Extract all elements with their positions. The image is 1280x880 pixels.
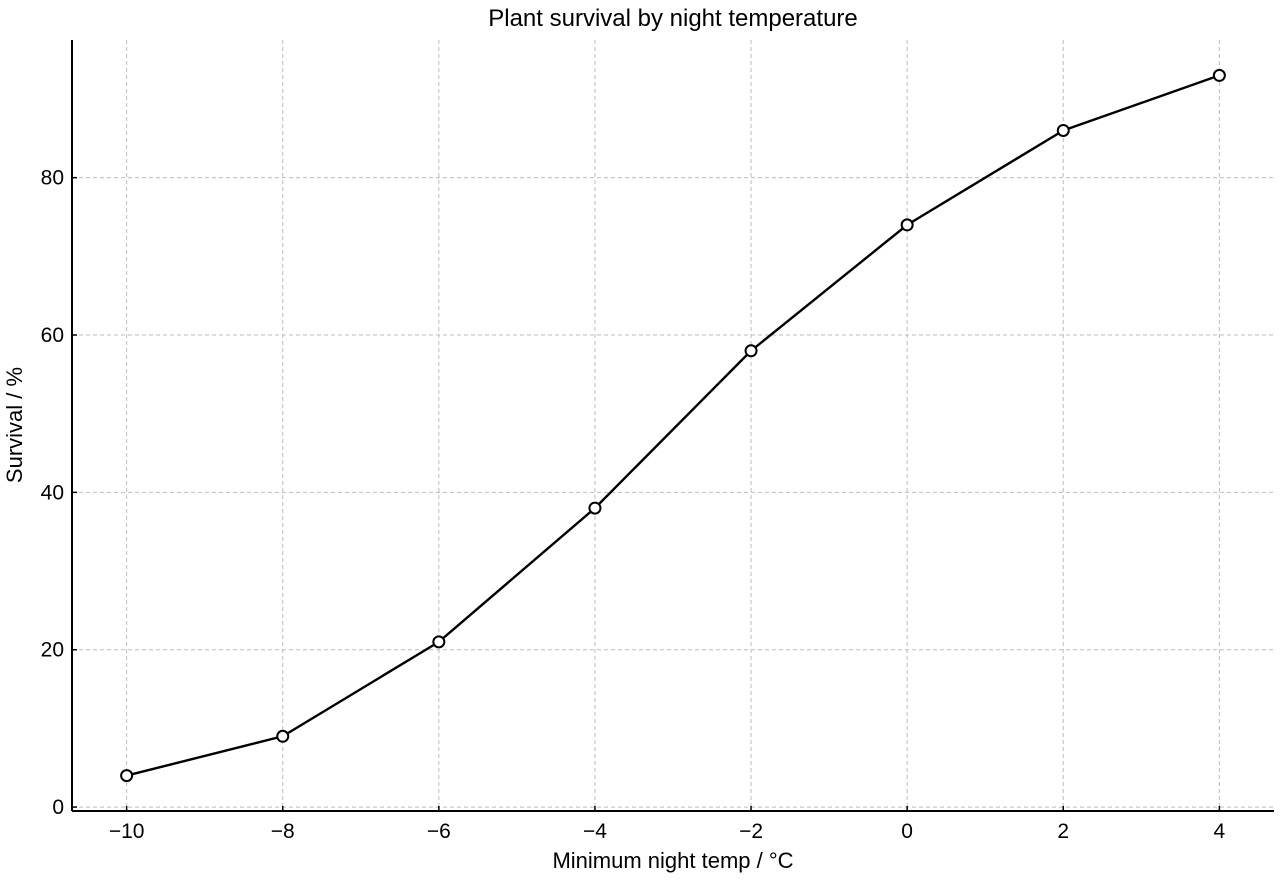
x-tick-label: 0	[901, 820, 913, 843]
x-tick-label: −2	[739, 820, 763, 843]
x-tick-label: −8	[271, 820, 295, 843]
data-point	[276, 729, 290, 743]
x-tick-label: −4	[583, 820, 607, 843]
y-axis-label: Survival / %	[2, 367, 27, 483]
series	[120, 68, 1226, 783]
x-tick-label: 4	[1214, 820, 1226, 843]
data-point	[120, 769, 134, 783]
data-point	[1056, 123, 1070, 137]
series-line	[126, 74, 1220, 777]
data-point	[432, 635, 446, 649]
x-tick-label: −6	[427, 820, 451, 843]
data-point	[744, 344, 758, 358]
data-point	[1212, 68, 1226, 82]
y-tick-label: 0	[52, 796, 64, 819]
y-tick-label: 80	[41, 167, 64, 190]
x-tick-label: −10	[109, 820, 145, 843]
data-point	[900, 218, 914, 232]
y-tick-label: 60	[41, 324, 64, 347]
y-tick-label: 20	[41, 639, 64, 662]
x-axis-label: Minimum night temp / °C	[552, 848, 793, 873]
chart-title: Plant survival by night temperature	[488, 5, 858, 32]
grid	[72, 40, 1274, 811]
axes	[71, 40, 1274, 812]
x-tick-label: 2	[1057, 820, 1069, 843]
y-tick-label: 40	[41, 481, 64, 504]
data-point	[588, 501, 602, 515]
